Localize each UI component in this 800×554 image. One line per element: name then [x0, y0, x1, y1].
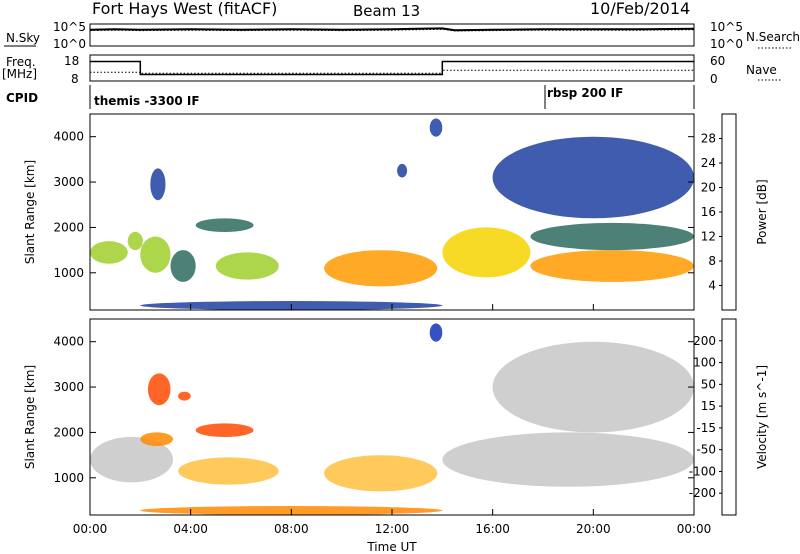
velocity-colorbar-frame — [721, 318, 737, 516]
freq-tick-top: 18 — [64, 54, 79, 68]
power-colorbar-label-6: 4 — [708, 279, 716, 293]
cpid-label: CPID — [6, 91, 38, 105]
velocity-colorbar-label-0: 200 — [693, 334, 716, 348]
velocity-cell-7 — [429, 323, 443, 342]
xtick-label-5: 20:00 — [576, 522, 611, 536]
power-cell-11 — [530, 250, 694, 282]
velocity-ylabel: Slant Range [km] — [23, 365, 37, 469]
nsearch-label: N.Search — [746, 30, 800, 44]
nave-tick-bottom: 0 — [710, 72, 718, 86]
xtick-label-6: 00:00 — [677, 522, 712, 536]
cpid-segment-1: themis -3300 IF — [94, 94, 200, 108]
power-cell-10 — [442, 227, 531, 278]
freq-label: Freq. — [6, 55, 36, 69]
velocity-colorbar-label-7: -200 — [689, 486, 716, 500]
xtick-label-1: 04:00 — [173, 522, 208, 536]
power-cell-2 — [140, 236, 171, 273]
nsky-panel: N.Sky 10^5 10^0 10^5 10^0 N.Search — [4, 20, 800, 51]
nsky-tick-top: 10^5 — [53, 20, 86, 34]
velocity-colorbar-label-4: -15 — [696, 421, 716, 435]
power-cell-8 — [397, 163, 408, 178]
nsky-tick-bottom: 10^0 — [53, 37, 86, 51]
velocity-colorbar-label-2: 50 — [701, 377, 716, 391]
power-cell-9 — [429, 118, 443, 137]
power-colorbar-label-1: 24 — [701, 156, 716, 170]
velocity-cell-8 — [442, 432, 694, 487]
freq-unit-label: [MHz] — [2, 67, 37, 81]
nsearch-tick-top: 10^5 — [710, 20, 743, 34]
nave-label: Nave — [746, 63, 777, 77]
time-x-axis: 00:00 04:00 08:00 12:00 16:00 20:00 00:00 — [73, 304, 712, 536]
velocity-colorbar: 200 100 50 15 -15 -50 -100 -200 — [689, 318, 737, 516]
xtick-label-3: 12:00 — [375, 522, 410, 536]
velocity-cell-1 — [140, 432, 174, 447]
power-heatmap-panel: 1000 2000 3000 4000 Slant Range [km] 28 24 20… — [23, 113, 769, 311]
nsky-series-line — [89, 27, 695, 32]
power-ylabel: Slant Range [km] — [23, 160, 37, 264]
power-colorbar-label: Power [dB] — [755, 179, 769, 244]
power-cell-3 — [170, 250, 196, 282]
power-ytick-label-3: 4000 — [53, 130, 84, 144]
velocity-heatmap-cells — [90, 323, 694, 515]
velocity-colorbar-label-3: 15 — [701, 399, 716, 413]
nsky-frame — [89, 23, 695, 47]
power-cell-5 — [195, 218, 254, 232]
power-ytick-label-2: 3000 — [53, 175, 84, 189]
beam-label: Beam 13 — [353, 2, 420, 20]
cpid-panel: CPID themis -3300 IF rbsp 200 IF — [6, 85, 695, 109]
xtick-label-0: 00:00 — [73, 522, 108, 536]
xtick-label-2: 08:00 — [274, 522, 309, 536]
velocity-ytick-label-3: 4000 — [53, 335, 84, 349]
power-cell-7 — [324, 250, 438, 287]
velocity-colorbar-label: Velocity [m s^-1] — [755, 365, 769, 469]
power-colorbar-label-5: 8 — [708, 254, 716, 268]
velocity-cell-9 — [492, 341, 694, 433]
nave-tick-top: 60 — [710, 54, 725, 68]
xtick-label-4: 16:00 — [475, 522, 510, 536]
power-colorbar-label-3: 16 — [701, 205, 716, 219]
power-cell-1 — [127, 231, 143, 251]
velocity-cell-0 — [90, 436, 173, 483]
date-label: 10/Feb/2014 — [590, 0, 690, 18]
power-cell-0 — [90, 241, 128, 264]
power-ytick-label-0: 1000 — [53, 266, 84, 280]
velocity-ytick-label-1: 2000 — [53, 425, 84, 439]
freq-series-line — [90, 60, 694, 76]
power-colorbar: 28 24 20 16 12 8 4 — [701, 113, 737, 311]
freq-panel: Freq. [MHz] 18 8 60 0 Nave — [2, 54, 782, 86]
time-axis-label: Time UT — [366, 540, 417, 554]
cpid-segment-2: rbsp 200 IF — [547, 86, 623, 100]
power-cell-12 — [530, 222, 694, 251]
velocity-y-axis: 1000 2000 3000 4000 — [53, 335, 694, 485]
power-cell-6 — [215, 252, 279, 280]
velocity-colorbar-label-1: 100 — [693, 356, 716, 370]
power-cell-13 — [492, 136, 694, 219]
velocity-cell-2 — [147, 373, 171, 406]
freq-frame — [89, 54, 695, 82]
velocity-cell-4 — [195, 423, 254, 438]
velocity-ytick-label-0: 1000 — [53, 471, 84, 485]
freq-tick-bottom: 8 — [71, 72, 79, 86]
velocity-colorbar-label-5: -50 — [696, 443, 716, 457]
nsearch-tick-bottom: 10^0 — [710, 37, 743, 51]
velocity-cell-3 — [178, 391, 191, 401]
velocity-ytick-label-2: 3000 — [53, 380, 84, 394]
nave-series-line — [90, 69, 694, 74]
velocity-cell-5 — [178, 457, 279, 485]
power-y-axis: 1000 2000 3000 4000 — [53, 130, 694, 280]
station-title: Fort Hays West (fitACF) — [92, 0, 277, 18]
velocity-cell-6 — [324, 455, 438, 492]
power-colorbar-label-2: 20 — [701, 181, 716, 195]
velocity-colorbar-label-6: -100 — [689, 464, 716, 478]
power-heatmap-cells — [90, 118, 694, 310]
power-ytick-label-1: 2000 — [53, 220, 84, 234]
nsky-label: N.Sky — [6, 31, 40, 45]
power-colorbar-label-4: 12 — [701, 230, 716, 244]
power-colorbar-label-0: 28 — [701, 132, 716, 146]
power-colorbar-frame — [721, 113, 737, 311]
power-cell-4 — [150, 168, 166, 201]
